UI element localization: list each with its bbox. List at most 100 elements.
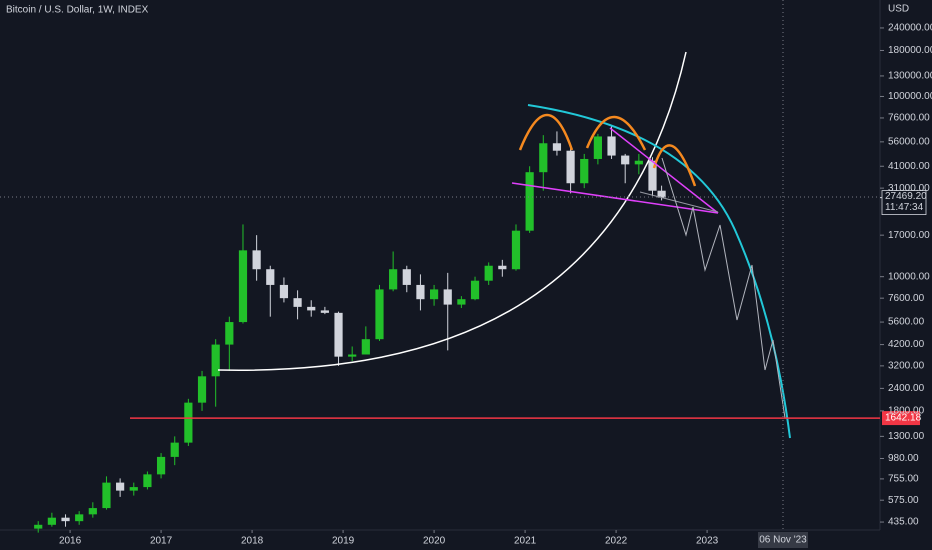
candle-body [634, 160, 643, 165]
cyan-arc [527, 104, 791, 439]
candle-body [34, 524, 43, 529]
candle-body [279, 284, 289, 299]
candle-body [47, 517, 56, 525]
candle-body [320, 310, 329, 313]
x-tick-label: 2021 [514, 536, 537, 547]
x-tick-label: 2023 [696, 536, 719, 547]
candle-body [539, 143, 548, 173]
y-tick-label: 755.00 [888, 474, 919, 485]
candle-body [129, 487, 138, 491]
last-price-label: 27469.20 [885, 191, 927, 202]
candle-body [657, 190, 666, 198]
y-tick-label: 56000.00 [888, 136, 930, 147]
x-tick-label: 2020 [423, 536, 446, 547]
trend-line [609, 127, 719, 214]
y-tick-label: 41000.00 [888, 161, 930, 172]
candle-body [457, 299, 466, 305]
candle-body [293, 298, 302, 307]
projection-path [661, 157, 786, 419]
y-tick-label: 7600.00 [888, 293, 925, 304]
orange-arc [585, 115, 647, 151]
candles [34, 125, 666, 533]
candle-body [307, 306, 316, 311]
x-tick-label: 2018 [241, 536, 264, 547]
candle-body [498, 265, 507, 270]
candle-body [552, 143, 562, 151]
candle-body [402, 269, 411, 285]
candle-body [389, 269, 398, 290]
orange-arc [518, 114, 574, 151]
x-tick-label: 2016 [59, 536, 82, 547]
last-price-box [881, 190, 927, 215]
y-tick-label: 1800.00 [888, 406, 925, 417]
candle-body [566, 150, 575, 184]
candle-body [238, 250, 248, 323]
candle-body [252, 250, 261, 270]
y-tick-label: 76000.00 [888, 113, 930, 124]
x-tick-label: 2022 [605, 536, 628, 547]
currency-label: USD [888, 4, 909, 15]
candle-body [470, 280, 480, 300]
candle-body [484, 265, 493, 281]
candle-body [143, 474, 152, 488]
y-tick-label: 980.00 [888, 453, 919, 464]
candle-body [116, 482, 125, 491]
y-tick-label: 240000.00 [888, 23, 932, 34]
candle-body [361, 339, 370, 355]
countdown-label: 11:47:34 [885, 202, 924, 213]
candle-body [607, 136, 616, 156]
candle-body [375, 289, 384, 340]
y-tick-label: 5600.00 [888, 317, 925, 328]
candle-body [266, 269, 275, 285]
candle-body [211, 344, 220, 377]
candle-body [348, 354, 357, 357]
candle-body [443, 289, 452, 305]
candle-body [88, 508, 97, 515]
x-tick-label: 2017 [150, 536, 173, 547]
candle-body [102, 482, 111, 509]
y-tick-label: 100000.00 [888, 91, 932, 102]
y-tick-label: 3200.00 [888, 361, 925, 372]
x-tick-label: 2019 [332, 536, 355, 547]
candle-body [416, 284, 425, 300]
crosshair-label-box [758, 532, 808, 548]
y-tick-label: 31000.00 [888, 183, 930, 194]
y-tick-label: 435.00 [888, 517, 919, 528]
candle-body [225, 322, 234, 345]
candle-body [61, 517, 70, 522]
candle-body [429, 289, 439, 300]
candle-body [170, 442, 179, 457]
y-tick-label: 130000.00 [888, 71, 932, 82]
candle-body [511, 230, 521, 270]
y-tick-label: 2400.00 [888, 383, 925, 394]
price-line-label-box [882, 411, 920, 426]
parabola-curve [217, 51, 687, 371]
crosshair-label: 06 Nov '23 [759, 535, 807, 546]
candle-body [184, 402, 193, 443]
candle-body [648, 160, 657, 191]
y-tick-label: 17000.00 [888, 230, 930, 241]
candle-body [334, 312, 343, 357]
trend-line [511, 182, 719, 214]
orange-arc [652, 144, 697, 187]
candle-body [75, 514, 84, 522]
chart-title: Bitcoin / U.S. Dollar, 1W, INDEX [6, 5, 149, 16]
y-tick-label: 180000.00 [888, 45, 932, 56]
drawings [0, 0, 880, 530]
y-tick-label: 10000.00 [888, 271, 930, 282]
price-line-label: 1642.18 [885, 413, 922, 424]
candle-body [197, 376, 207, 403]
candle-body [156, 456, 166, 475]
candle-body [621, 155, 630, 165]
candle-body [593, 136, 602, 159]
y-tick-label: 4200.00 [888, 339, 925, 350]
candle-body [580, 158, 589, 184]
candle-body [525, 172, 534, 231]
y-tick-label: 1300.00 [888, 431, 925, 442]
y-tick-label: 575.00 [888, 495, 919, 506]
trend-line [639, 191, 719, 213]
